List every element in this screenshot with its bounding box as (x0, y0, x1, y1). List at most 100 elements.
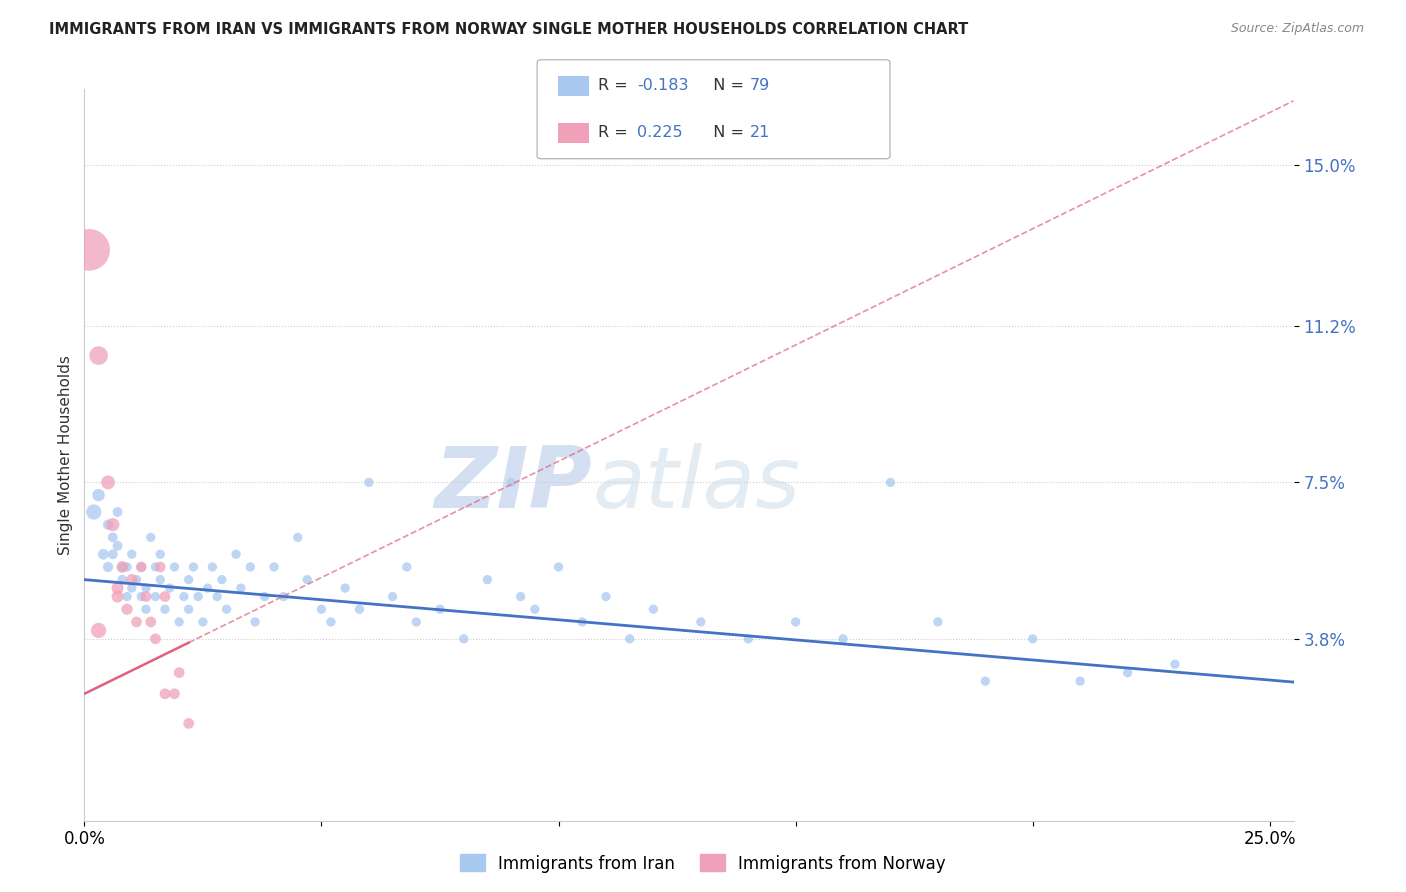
Point (111, 560, 134, 574)
Text: IMMIGRANTS FROM IRAN VS IMMIGRANTS FROM NORWAY SINGLE MOTHER HOUSEHOLDS CORRELAT: IMMIGRANTS FROM IRAN VS IMMIGRANTS FROM … (49, 22, 969, 37)
Point (197, 581, 219, 595)
Point (87, 488, 110, 502)
Point (139, 530, 162, 544)
Point (1022, 632, 1045, 646)
Point (87, 624, 110, 638)
Text: -0.183: -0.183 (637, 78, 689, 94)
Point (107, 539, 129, 553)
Point (927, 615, 949, 629)
Point (77, 243, 100, 257)
Point (115, 560, 138, 574)
Point (177, 602, 200, 616)
Point (173, 590, 195, 604)
Point (547, 560, 569, 574)
Point (273, 590, 295, 604)
Point (129, 560, 152, 574)
Point (107, 505, 129, 519)
Point (149, 573, 172, 587)
Point (125, 615, 148, 629)
Point (121, 581, 143, 595)
Point (149, 560, 172, 574)
Point (429, 602, 451, 616)
Point (167, 665, 190, 680)
Point (101, 547, 124, 561)
Text: 79: 79 (749, 78, 769, 94)
Point (643, 602, 665, 616)
Point (333, 581, 356, 595)
Point (187, 590, 209, 604)
Point (201, 560, 224, 574)
Point (107, 590, 129, 604)
Point (121, 547, 143, 561)
Point (135, 590, 157, 604)
Point (121, 573, 143, 587)
Point (163, 560, 186, 574)
Point (225, 547, 247, 561)
Point (215, 602, 238, 616)
Text: N =: N = (703, 78, 749, 94)
Text: N =: N = (703, 125, 749, 140)
Point (167, 615, 190, 629)
Point (87, 349, 110, 363)
Point (145, 590, 167, 604)
Point (453, 632, 475, 646)
Point (153, 602, 176, 616)
Point (405, 615, 427, 629)
Point (287, 530, 309, 544)
Point (357, 475, 380, 490)
Point (101, 530, 124, 544)
Y-axis label: Single Mother Households: Single Mother Households (58, 355, 73, 555)
Point (101, 517, 124, 532)
Text: R =: R = (598, 125, 633, 140)
Point (253, 590, 276, 604)
Point (619, 632, 641, 646)
Point (349, 602, 371, 616)
Point (974, 674, 997, 689)
Point (149, 547, 172, 561)
Point (239, 560, 262, 574)
Point (297, 573, 319, 587)
Point (229, 581, 252, 595)
Point (145, 560, 167, 574)
Point (111, 573, 134, 587)
Text: R =: R = (598, 78, 633, 94)
Point (477, 573, 499, 587)
Point (139, 615, 162, 629)
Point (509, 590, 531, 604)
Point (832, 632, 855, 646)
Point (1069, 674, 1091, 689)
Point (879, 475, 901, 490)
Point (785, 615, 807, 629)
Point (97, 475, 120, 490)
Point (177, 573, 200, 587)
Point (177, 716, 200, 731)
Point (381, 590, 404, 604)
Point (111, 560, 134, 574)
Point (523, 602, 546, 616)
Point (311, 602, 333, 616)
Point (689, 615, 711, 629)
Point (115, 602, 138, 616)
Point (97, 560, 120, 574)
Point (211, 573, 233, 587)
Point (243, 615, 266, 629)
Text: ZIP: ZIP (434, 442, 592, 525)
Point (125, 573, 148, 587)
Text: atlas: atlas (592, 442, 800, 525)
Text: 0.225: 0.225 (637, 125, 682, 140)
Point (183, 560, 205, 574)
Text: 21: 21 (749, 125, 769, 140)
Point (135, 602, 157, 616)
Point (135, 581, 157, 595)
Point (153, 590, 176, 604)
Point (107, 581, 129, 595)
Point (1116, 665, 1139, 680)
Point (263, 560, 285, 574)
Point (145, 632, 167, 646)
Point (83, 505, 105, 519)
Point (571, 615, 593, 629)
Point (91, 547, 114, 561)
Point (191, 615, 214, 629)
Point (595, 590, 617, 604)
Point (97, 517, 120, 532)
